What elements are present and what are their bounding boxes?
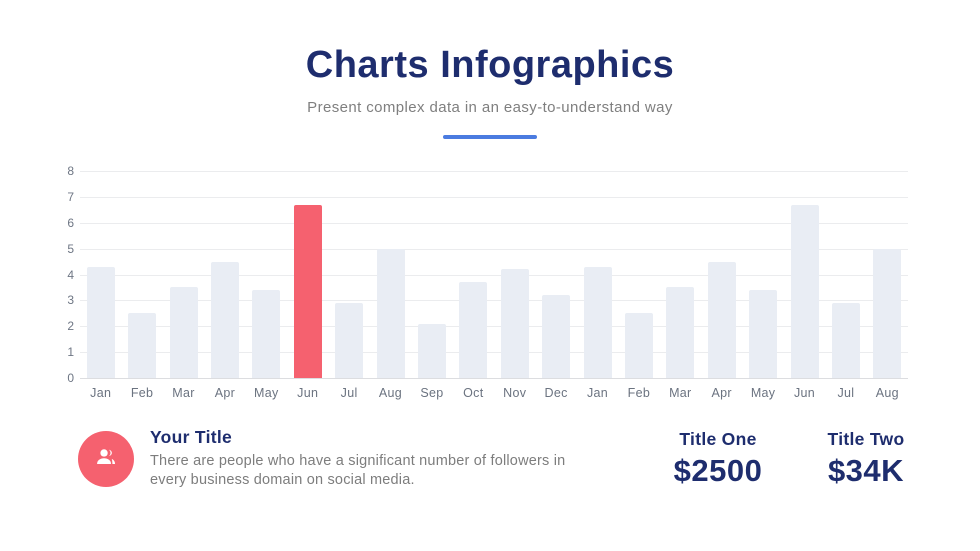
page-subtitle: Present complex data in an easy-to-under… bbox=[307, 99, 673, 116]
x-axis-tick: Aug bbox=[378, 386, 403, 400]
y-axis-tick: 3 bbox=[67, 293, 74, 308]
bar-chart-plot: Jan Feb Mar Apr May Jun Jul Aug Sep Oct Nov Dec Jan F… bbox=[80, 171, 908, 400]
x-axis-tick: Mar bbox=[669, 386, 692, 400]
x-axis-tick: Apr bbox=[214, 386, 236, 400]
x-axis-tick: Aug bbox=[875, 386, 899, 400]
y-axis: 0 1 2 3 4 5 6 7 8 bbox=[58, 164, 74, 385]
gridline bbox=[80, 171, 908, 172]
y-axis-tick: 0 bbox=[67, 371, 74, 385]
x-axis-tick: Dec bbox=[544, 386, 568, 400]
bar bbox=[749, 290, 778, 378]
bar bbox=[376, 248, 405, 378]
people-icon bbox=[93, 444, 119, 475]
title-underline-accent bbox=[443, 135, 537, 139]
x-axis-tick: Apr bbox=[711, 386, 732, 400]
stat-block-one: Title One $2500 bbox=[674, 429, 763, 489]
x-axis-tick: Jul bbox=[837, 386, 855, 400]
bar bbox=[707, 261, 736, 378]
bar bbox=[335, 302, 364, 378]
bar bbox=[583, 266, 612, 378]
x-axis-tick: Jan bbox=[90, 386, 112, 400]
bar bbox=[459, 282, 488, 378]
bar bbox=[873, 248, 902, 378]
gridline bbox=[80, 378, 908, 379]
y-axis-tick: 1 bbox=[67, 345, 74, 360]
bar bbox=[666, 287, 695, 378]
stat-block-two: Title Two $34K bbox=[828, 429, 905, 489]
x-axis-tick: Mar bbox=[172, 386, 195, 400]
footer-icon-badge bbox=[78, 431, 134, 487]
stat-value: $2500 bbox=[673, 453, 763, 488]
stat-label: Title One bbox=[679, 429, 757, 449]
bar bbox=[169, 287, 198, 378]
y-axis-tick: 2 bbox=[67, 319, 74, 334]
x-axis-tick: Jun bbox=[793, 386, 816, 400]
stat-value: $34K bbox=[827, 453, 905, 488]
stat-label: Title Two bbox=[827, 429, 905, 449]
bar-chart: 0 1 2 3 4 5 6 7 8 Jan Feb Mar Apr May Jun Jul Aug Sep Oct… bbox=[58, 164, 910, 411]
gridline bbox=[80, 248, 908, 250]
y-axis-tick: 6 bbox=[67, 215, 74, 230]
bar bbox=[210, 261, 239, 378]
bar-highlighted bbox=[293, 204, 322, 378]
bar bbox=[86, 266, 115, 378]
bar bbox=[542, 295, 571, 378]
y-axis-tick: 5 bbox=[67, 241, 74, 256]
footer-title: Your Title bbox=[150, 427, 233, 447]
bar bbox=[624, 313, 653, 378]
bar bbox=[417, 323, 446, 378]
gridline bbox=[80, 352, 908, 354]
x-axis-tick: Feb bbox=[627, 386, 651, 400]
gridline bbox=[80, 196, 908, 198]
gridline bbox=[80, 300, 908, 302]
x-axis-tick: Jul bbox=[340, 386, 358, 400]
x-axis-tick: May bbox=[254, 386, 279, 400]
x-axis-tick: Oct bbox=[463, 386, 484, 400]
x-axis-tick: Feb bbox=[130, 386, 154, 400]
footer-description: There are people who have a significant … bbox=[150, 453, 566, 488]
bar bbox=[500, 269, 529, 378]
gridline bbox=[80, 222, 908, 224]
x-axis-tick: May bbox=[750, 386, 776, 400]
gridline bbox=[80, 326, 908, 328]
x-axis-tick: Jan bbox=[586, 386, 609, 400]
y-axis-tick: 8 bbox=[67, 164, 74, 178]
x-axis-tick: Jun bbox=[297, 386, 319, 400]
x-axis-tick: Sep bbox=[420, 386, 444, 400]
x-axis-tick: Nov bbox=[503, 386, 527, 400]
page-title: Charts Infographics bbox=[305, 44, 675, 86]
gridline bbox=[80, 274, 908, 276]
bar bbox=[128, 313, 157, 378]
y-axis-tick: 7 bbox=[67, 189, 74, 204]
bar bbox=[790, 204, 819, 378]
y-axis-tick: 4 bbox=[67, 267, 74, 282]
bar bbox=[252, 290, 281, 378]
bar bbox=[831, 302, 860, 378]
